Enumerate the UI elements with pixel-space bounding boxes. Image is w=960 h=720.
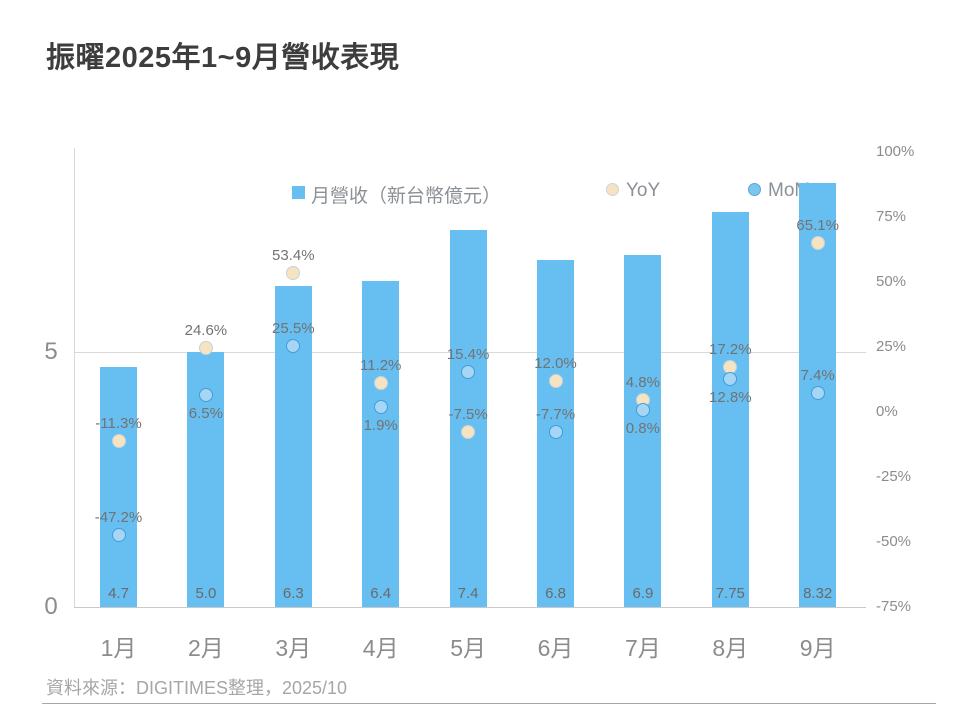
yoy-marker-icon <box>548 373 563 388</box>
mom-marker-icon <box>548 425 563 440</box>
yoy-data-label: -7.5% <box>448 405 488 423</box>
bar-7月 <box>624 255 662 607</box>
mom-marker-icon <box>810 385 825 400</box>
x-tick-5月: 5月 <box>450 635 486 661</box>
x-tick-8月: 8月 <box>712 635 749 661</box>
yoy-data-label: 53.4% <box>272 247 315 265</box>
yoy-marker-icon <box>286 266 301 281</box>
yoy-data-label: 12.0% <box>534 354 577 372</box>
x-tick-9月: 9月 <box>799 635 836 661</box>
x-tick-3月: 3月 <box>275 635 312 661</box>
bar-value-label: 5.0 <box>195 585 217 602</box>
mom-marker-icon <box>373 400 388 415</box>
mom-data-label: -7.7% <box>535 406 576 424</box>
y-left-tick-0: 0 <box>44 593 58 620</box>
page-title: 振曜2025年1~9月營收表現 <box>46 42 400 74</box>
legend-item-yoy: YoY <box>626 180 661 201</box>
mom-data-label: 1.9% <box>363 417 398 435</box>
bar-8月 <box>711 211 749 607</box>
mom-marker-icon <box>111 527 126 542</box>
yoy-data-label: 17.2% <box>709 341 752 359</box>
mom-legend-swatch-icon <box>748 183 761 196</box>
y-right-tick--50%: -50% <box>876 533 912 550</box>
y-right-tick-75%: 75% <box>876 208 907 225</box>
mom-data-label: 6.5% <box>188 405 223 423</box>
mom-data-label: 25.5% <box>272 319 315 337</box>
bar-value-label: 8.32 <box>803 585 833 602</box>
bar-value-label: 6.3 <box>282 585 304 602</box>
yoy-data-label: 65.1% <box>796 216 839 234</box>
yoy-legend-swatch-icon <box>606 183 619 196</box>
yoy-data-label: 4.8% <box>625 373 660 391</box>
mom-marker-icon <box>635 402 650 417</box>
x-tick-6月: 6月 <box>537 635 574 661</box>
bottom-axis-line <box>74 607 866 608</box>
yoy-data-label: 11.2% <box>359 356 402 374</box>
revenue-legend-swatch-icon <box>292 186 305 199</box>
mom-data-label: 7.4% <box>800 366 835 384</box>
bar-5月 <box>449 229 487 607</box>
source-note: 資料來源：DIGITIMES整理，2025/10 <box>46 678 348 698</box>
legend: 月營收（新台幣億元） YoY MoM <box>0 88 960 207</box>
yoy-data-label: 24.6% <box>184 322 228 340</box>
mom-marker-icon <box>723 371 738 386</box>
bar-value-label: 4.7 <box>108 585 129 602</box>
mom-data-label: 15.4% <box>446 345 490 363</box>
bar-value-label: 6.4 <box>370 585 392 602</box>
yoy-data-label: -11.3% <box>95 415 142 433</box>
y-right-tick--75%: -75% <box>876 598 912 615</box>
yoy-marker-icon <box>373 375 388 390</box>
bar-value-label: 7.4 <box>457 585 479 602</box>
mom-marker-icon <box>198 388 213 403</box>
y-right-tick-50%: 50% <box>876 273 907 290</box>
y-right-tick--25%: -25% <box>876 468 912 485</box>
y-right-tick-25%: 25% <box>876 338 907 355</box>
x-tick-4月: 4月 <box>362 635 399 661</box>
x-tick-2月: 2月 <box>187 635 224 661</box>
legend-item-revenue: 月營收（新台幣億元） <box>311 186 502 207</box>
x-tick-7月: 7月 <box>624 635 661 661</box>
left-axis-line <box>74 148 75 607</box>
y-right-tick-0%: 0% <box>876 403 898 420</box>
bar-4月 <box>362 280 400 607</box>
x-tick-1月: 1月 <box>100 635 137 661</box>
yoy-marker-icon <box>461 424 476 439</box>
bar-value-label: 7.75 <box>715 585 745 602</box>
y-left-tick-5: 5 <box>44 338 58 365</box>
yoy-marker-icon <box>198 341 213 356</box>
yoy-marker-icon <box>111 434 126 449</box>
footer-divider <box>42 703 936 704</box>
y-right-tick-100%: 100% <box>876 143 915 160</box>
bar-1月 <box>100 367 137 607</box>
mom-data-label: -47.2% <box>94 508 143 526</box>
yoy-marker-icon <box>810 235 825 250</box>
mom-marker-icon <box>286 338 301 353</box>
mom-marker-icon <box>461 364 476 379</box>
bar-value-label: 6.8 <box>545 585 566 602</box>
mom-data-label: 0.8% <box>625 419 660 437</box>
bar-value-label: 6.9 <box>632 585 654 602</box>
mom-data-label: 12.8% <box>709 388 752 406</box>
